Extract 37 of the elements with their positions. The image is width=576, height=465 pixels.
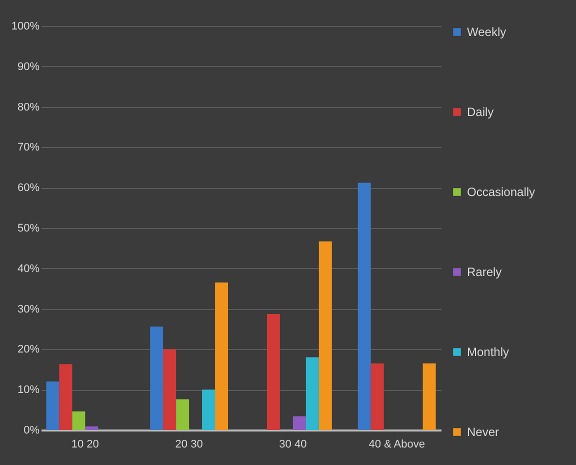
legend-label: Monthly (467, 345, 510, 359)
y-tick-label: 30% (17, 303, 40, 316)
x-tick-label: 20 30 (175, 438, 203, 450)
bar (215, 282, 228, 430)
x-tick-label: 10 20 (71, 438, 99, 450)
y-tick-label: 80% (17, 101, 40, 114)
legend-label: Daily (467, 105, 494, 119)
bar (358, 182, 371, 430)
bar (85, 426, 98, 430)
y-tick-label: 70% (17, 142, 40, 154)
legend-label: Never (467, 425, 500, 439)
bar (202, 390, 216, 430)
bar (292, 416, 306, 430)
legend-label: Rarely (467, 265, 502, 279)
bar (59, 364, 72, 430)
x-tick-label: 30 40 (279, 438, 307, 450)
y-tick-label: 90% (17, 60, 40, 73)
bar (370, 363, 384, 430)
y-tick-label: 20% (17, 344, 40, 356)
y-tick-label: 0% (24, 424, 40, 436)
legend-label: Occasionally (467, 185, 536, 199)
bar (163, 349, 176, 430)
bar (150, 326, 164, 430)
bar (46, 382, 60, 430)
y-tick-label: 50% (17, 222, 40, 234)
bar (176, 399, 190, 430)
x-tick-label: 40 & Above (368, 438, 425, 450)
bar (72, 411, 86, 430)
y-tick-label: 60% (17, 182, 40, 194)
y-tick-label: 40% (17, 262, 40, 275)
y-tick-label: 10% (17, 384, 40, 396)
bar (422, 363, 436, 430)
bar (318, 241, 332, 430)
legend-label: Weekly (467, 25, 506, 39)
bar (266, 314, 280, 430)
bar (306, 357, 319, 430)
y-tick-label: 100% (11, 20, 40, 32)
